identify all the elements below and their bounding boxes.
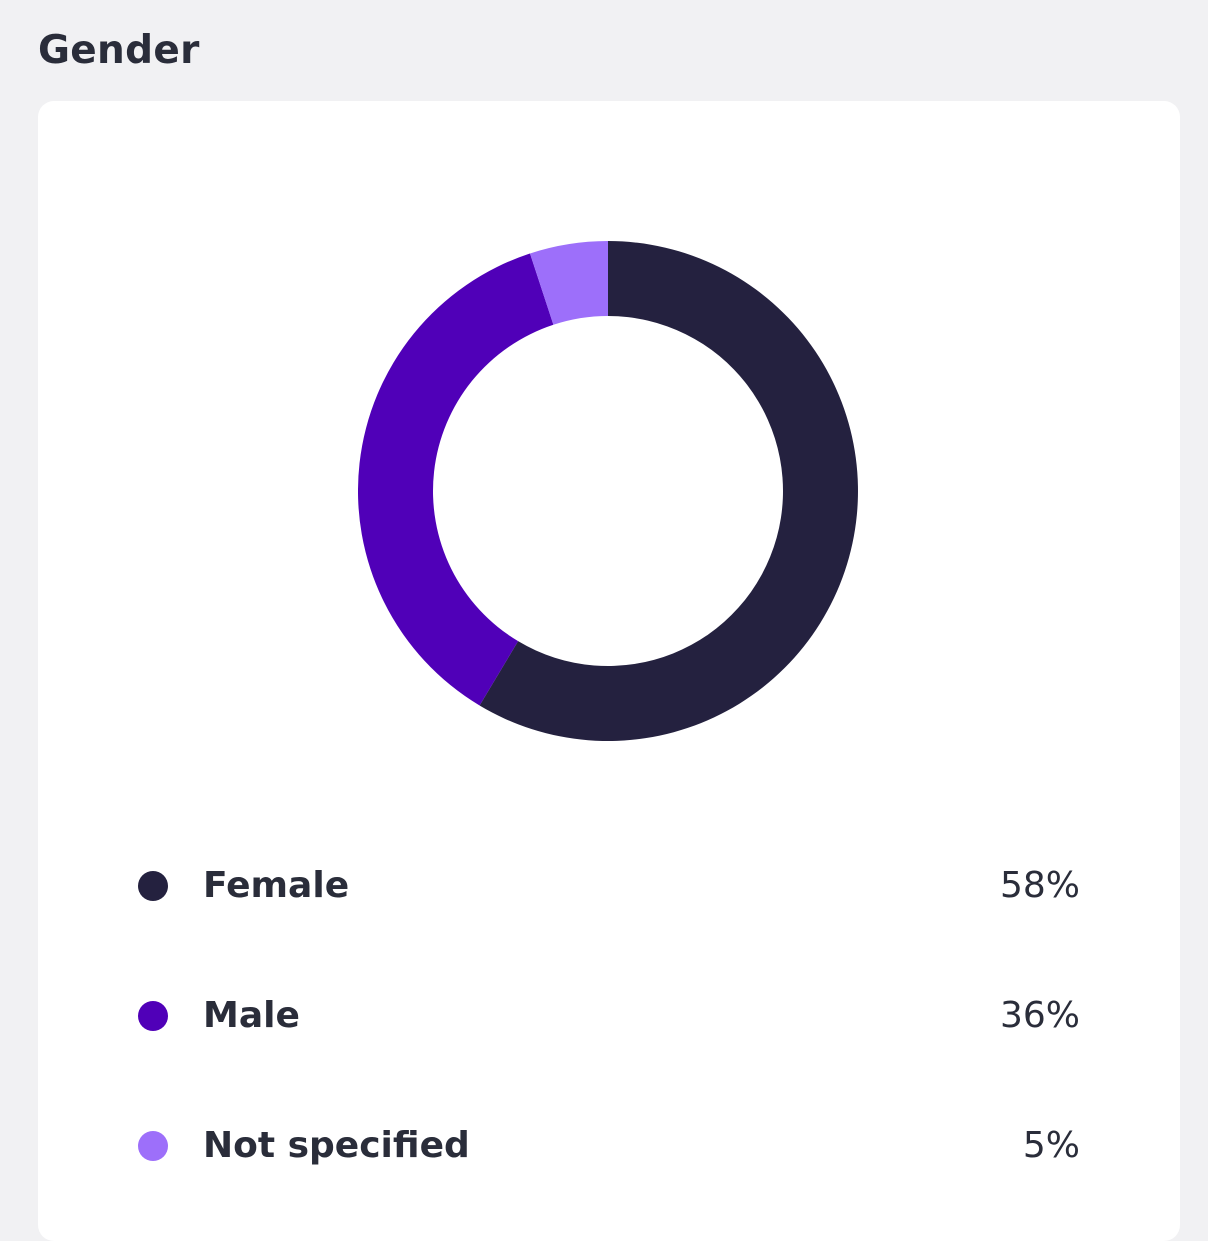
legend-value-female: 58% <box>999 865 1080 906</box>
legend-value-not-specified: 5% <box>1022 1125 1080 1166</box>
chart-legend: Female 58% Male 36% Not specified 5% <box>38 101 1180 1241</box>
section-title: Gender <box>38 28 200 73</box>
legend-item-male: Male 36% <box>138 986 1080 1046</box>
slice-male <box>358 253 554 706</box>
legend-label-not-specified: Not specified <box>203 1125 470 1166</box>
legend-value-male: 36% <box>999 995 1080 1036</box>
donut-chart <box>358 241 858 741</box>
legend-label-female: Female <box>203 865 350 906</box>
slice-female <box>479 241 858 741</box>
legend-marker-female <box>138 871 168 901</box>
legend-item-female: Female 58% <box>138 856 1080 916</box>
gender-chart-card: Female 58% Male 36% Not specified 5% <box>38 101 1180 1241</box>
legend-item-not-specified: Not specified 5% <box>138 1116 1080 1176</box>
legend-marker-not-specified <box>138 1131 168 1161</box>
legend-marker-male <box>138 1001 168 1031</box>
legend-label-male: Male <box>203 995 300 1036</box>
slice-not-specified <box>529 241 608 325</box>
